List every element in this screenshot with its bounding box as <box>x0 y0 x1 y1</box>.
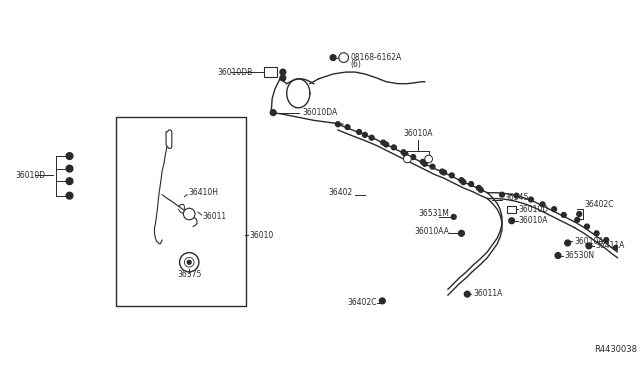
Circle shape <box>280 69 285 75</box>
Circle shape <box>384 142 388 147</box>
Circle shape <box>459 178 464 183</box>
Circle shape <box>514 193 519 198</box>
Text: 36410H: 36410H <box>188 188 218 197</box>
Circle shape <box>465 291 470 297</box>
Circle shape <box>586 243 592 249</box>
Circle shape <box>66 165 73 172</box>
Text: 36010AA: 36010AA <box>414 227 449 236</box>
Circle shape <box>577 212 582 217</box>
Circle shape <box>561 212 566 217</box>
Text: 36010DB: 36010DB <box>217 68 252 77</box>
Circle shape <box>381 140 386 145</box>
Circle shape <box>468 182 474 186</box>
Circle shape <box>500 192 504 197</box>
Text: 36010DA: 36010DA <box>302 108 337 117</box>
Text: 36402: 36402 <box>328 188 353 197</box>
Circle shape <box>564 240 570 246</box>
Bar <box>264 67 277 77</box>
Text: B: B <box>342 55 346 60</box>
Circle shape <box>180 253 199 272</box>
Text: 36010D: 36010D <box>518 205 548 214</box>
Circle shape <box>404 156 410 162</box>
Text: 36010AA: 36010AA <box>575 237 609 246</box>
Circle shape <box>555 253 561 259</box>
Circle shape <box>422 161 427 166</box>
Circle shape <box>403 152 408 157</box>
Text: 36402C: 36402C <box>347 298 376 307</box>
Circle shape <box>584 224 589 229</box>
Text: R4430038: R4430038 <box>594 345 637 354</box>
Text: 36375: 36375 <box>177 270 202 279</box>
Circle shape <box>425 155 433 163</box>
Circle shape <box>184 257 194 267</box>
Circle shape <box>604 238 609 243</box>
Circle shape <box>622 252 627 257</box>
Circle shape <box>529 197 533 202</box>
Text: 36411A: 36411A <box>596 241 625 250</box>
Bar <box>116 118 246 306</box>
Circle shape <box>449 173 454 178</box>
Circle shape <box>478 187 483 192</box>
Circle shape <box>476 186 481 190</box>
Text: 36402C: 36402C <box>584 200 614 209</box>
Bar <box>507 206 516 212</box>
Circle shape <box>392 145 396 150</box>
Circle shape <box>420 160 425 164</box>
Circle shape <box>594 231 599 236</box>
Circle shape <box>459 230 465 236</box>
Text: 36010A: 36010A <box>403 129 433 138</box>
Text: 36530N: 36530N <box>564 251 595 260</box>
Circle shape <box>401 150 406 155</box>
Text: 36545: 36545 <box>504 193 528 202</box>
Text: 36010A: 36010A <box>518 216 548 225</box>
Circle shape <box>540 202 545 207</box>
Circle shape <box>184 208 195 220</box>
Circle shape <box>406 157 409 160</box>
Circle shape <box>380 298 385 304</box>
Text: 36011A: 36011A <box>473 289 502 298</box>
Circle shape <box>411 155 415 160</box>
Circle shape <box>356 129 362 134</box>
Circle shape <box>280 75 285 81</box>
Circle shape <box>442 170 447 175</box>
Circle shape <box>339 53 349 62</box>
Circle shape <box>614 246 618 250</box>
Circle shape <box>270 110 276 116</box>
Circle shape <box>427 157 430 160</box>
Circle shape <box>575 217 580 222</box>
Circle shape <box>330 55 336 61</box>
Circle shape <box>404 155 412 163</box>
Circle shape <box>552 207 557 212</box>
Circle shape <box>66 178 73 185</box>
Circle shape <box>335 122 340 126</box>
Circle shape <box>461 180 466 185</box>
Circle shape <box>369 135 374 140</box>
Circle shape <box>509 218 515 224</box>
Circle shape <box>345 125 350 129</box>
Circle shape <box>66 153 73 160</box>
Text: 36010D: 36010D <box>15 171 45 180</box>
Text: 08168-6162A: 08168-6162A <box>351 53 402 62</box>
Circle shape <box>451 215 456 219</box>
Circle shape <box>440 169 445 174</box>
Circle shape <box>362 132 367 137</box>
Circle shape <box>66 192 73 199</box>
Circle shape <box>430 164 435 169</box>
Text: 36011: 36011 <box>203 212 227 221</box>
Text: (6): (6) <box>351 60 362 69</box>
Circle shape <box>188 260 191 264</box>
Text: 36531M: 36531M <box>418 209 449 218</box>
Text: 36010: 36010 <box>249 231 273 240</box>
Circle shape <box>426 156 431 162</box>
